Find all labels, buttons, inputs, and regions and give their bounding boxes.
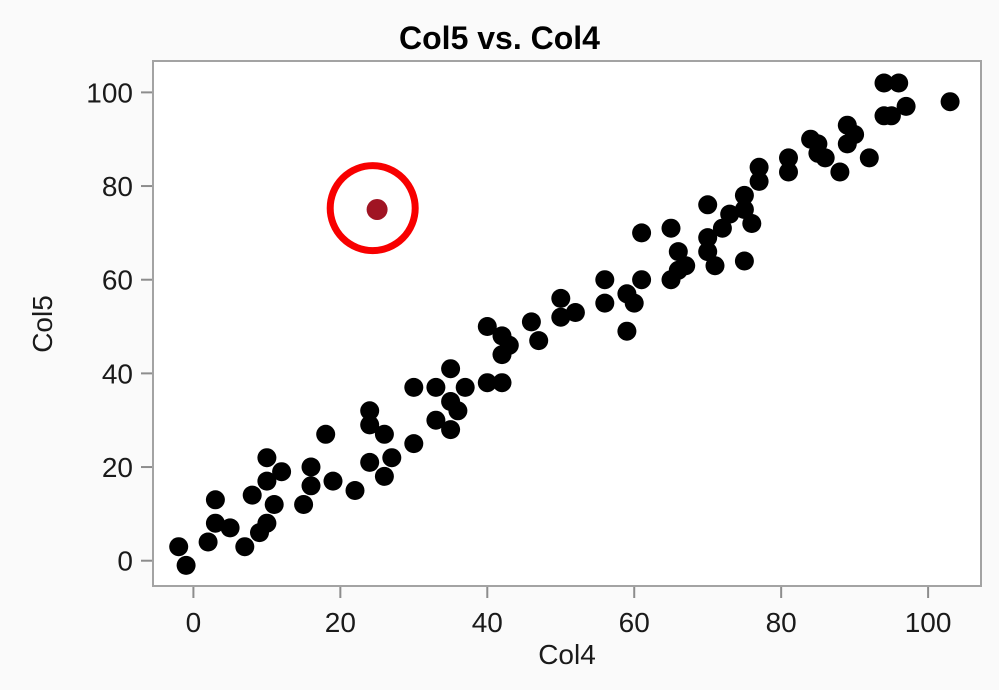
data-point[interactable] — [881, 106, 901, 126]
data-point[interactable] — [374, 424, 394, 444]
data-point[interactable] — [617, 321, 637, 341]
data-point[interactable] — [477, 317, 497, 336]
data-point[interactable] — [698, 228, 718, 248]
data-point[interactable] — [360, 401, 380, 421]
data-point[interactable] — [169, 537, 189, 557]
x-tick-label: 80 — [766, 607, 797, 638]
data-point[interactable] — [235, 537, 255, 557]
data-point[interactable] — [477, 373, 497, 393]
data-point[interactable] — [734, 251, 754, 271]
data-point[interactable] — [426, 377, 446, 397]
data-point[interactable] — [301, 457, 321, 477]
data-point[interactable] — [257, 471, 277, 491]
data-point[interactable] — [668, 242, 688, 262]
data-point[interactable] — [734, 185, 754, 205]
data-point[interactable] — [404, 377, 424, 397]
data-point[interactable] — [624, 293, 644, 313]
data-point[interactable] — [242, 485, 262, 505]
y-tick-label: 100 — [86, 77, 133, 108]
data-point[interactable] — [529, 331, 549, 351]
data-point[interactable] — [779, 148, 798, 168]
data-point[interactable] — [360, 452, 380, 472]
data-point[interactable] — [205, 490, 225, 510]
data-point[interactable] — [551, 307, 571, 327]
data-point[interactable] — [551, 288, 571, 308]
data-point[interactable] — [742, 214, 762, 233]
data-point[interactable] — [257, 448, 277, 468]
data-point[interactable] — [779, 162, 798, 182]
data-point[interactable] — [712, 218, 732, 238]
data-point[interactable] — [859, 148, 879, 168]
chart-title: Col5 vs. Col4 — [399, 20, 600, 56]
data-point[interactable] — [441, 359, 461, 379]
data-point[interactable] — [632, 223, 652, 243]
annotation-circle[interactable] — [326, 162, 419, 255]
data-point[interactable] — [698, 195, 718, 215]
data-point[interactable] — [294, 495, 314, 514]
data-point[interactable] — [360, 415, 380, 435]
data-point[interactable] — [198, 532, 218, 552]
data-point[interactable] — [455, 377, 475, 397]
x-tick-label: 20 — [325, 607, 356, 638]
data-point[interactable] — [749, 171, 769, 191]
data-point[interactable] — [382, 448, 402, 468]
data-point[interactable] — [257, 513, 277, 533]
data-point[interactable] — [220, 518, 240, 538]
data-point[interactable] — [837, 134, 857, 154]
data-point[interactable] — [565, 303, 585, 322]
data-point[interactable] — [301, 476, 321, 496]
x-tick-label: 0 — [186, 607, 202, 638]
data-point[interactable] — [316, 424, 336, 444]
data-point[interactable] — [345, 481, 365, 500]
data-point[interactable] — [734, 200, 754, 219]
x-tick-label: 100 — [905, 607, 952, 638]
y-axis-label[interactable]: Col5 — [27, 295, 58, 353]
data-point[interactable] — [661, 270, 681, 290]
data-point[interactable] — [323, 471, 343, 491]
y-tick-label: 0 — [117, 546, 133, 577]
data-point[interactable] — [492, 373, 512, 393]
data-point[interactable] — [896, 96, 916, 116]
y-tick-label: 80 — [102, 171, 133, 202]
data-point[interactable] — [632, 270, 652, 290]
data-point[interactable] — [676, 256, 696, 276]
data-point[interactable] — [374, 466, 394, 486]
x-axis-label[interactable]: Col4 — [538, 639, 596, 670]
data-point[interactable] — [595, 270, 615, 290]
data-point[interactable] — [272, 462, 292, 482]
y-tick-label: 20 — [102, 452, 133, 483]
data-point[interactable] — [698, 242, 718, 262]
x-tick-label: 40 — [472, 607, 503, 638]
data-point[interactable] — [595, 293, 615, 313]
data-point[interactable] — [404, 434, 424, 454]
data-point[interactable] — [749, 157, 769, 177]
x-tick-label: 60 — [619, 607, 650, 638]
plot-frame — [152, 60, 982, 587]
y-tick-label: 40 — [102, 358, 133, 389]
data-point[interactable] — [426, 410, 446, 430]
data-point[interactable] — [176, 555, 196, 575]
data-point[interactable] — [874, 73, 894, 93]
data-point[interactable] — [830, 162, 850, 182]
data-point[interactable] — [815, 148, 835, 168]
data-point[interactable] — [940, 92, 960, 112]
data-point[interactable] — [521, 312, 541, 332]
data-point[interactable] — [661, 218, 681, 238]
data-point[interactable] — [492, 345, 512, 365]
data-point[interactable] — [720, 204, 740, 224]
data-point[interactable] — [264, 495, 284, 514]
highlighted-point[interactable] — [366, 199, 388, 220]
data-point[interactable] — [441, 420, 461, 440]
data-point[interactable] — [448, 401, 468, 421]
data-point[interactable] — [889, 73, 909, 93]
data-point[interactable] — [705, 256, 725, 276]
y-tick-label: 60 — [102, 265, 133, 296]
data-point[interactable] — [205, 513, 225, 533]
